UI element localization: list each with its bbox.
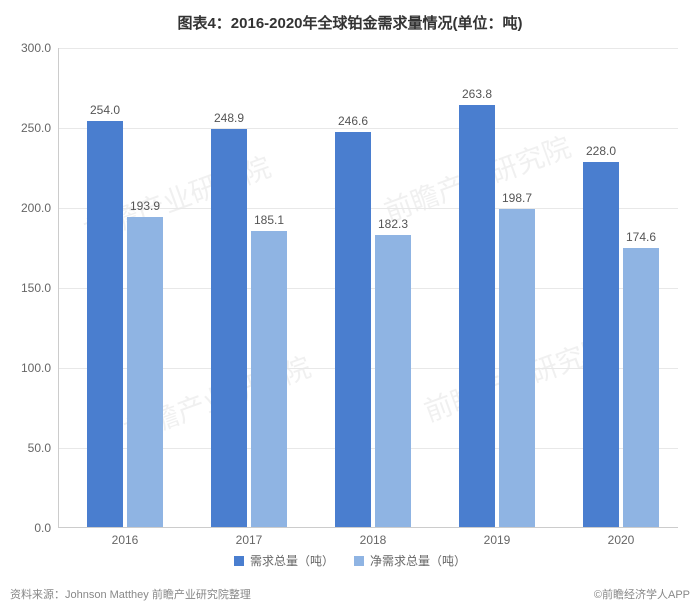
bar-label: 254.0 — [90, 103, 120, 121]
bar: 185.1 — [251, 231, 287, 527]
legend-item: 净需求总量（吨） — [354, 552, 466, 569]
bar-label: 182.3 — [378, 217, 408, 235]
ytick-label: 200.0 — [21, 201, 59, 215]
bar: 193.9 — [127, 217, 163, 527]
bar: 246.6 — [335, 132, 371, 527]
source-text: 资料来源：Johnson Matthey 前瞻产业研究院整理 — [10, 586, 251, 602]
chart-container: 图表4：2016-2020年全球铂金需求量情况(单位：吨) 前瞻产业研究院 前瞻… — [0, 0, 700, 606]
ytick-label: 150.0 — [21, 281, 59, 295]
footer: 资料来源：Johnson Matthey 前瞻产业研究院整理 ©前瞻经济学人AP… — [10, 586, 690, 602]
bar-label: 246.6 — [338, 114, 368, 132]
gridline — [59, 128, 678, 129]
ytick-label: 50.0 — [28, 441, 59, 455]
legend-label: 需求总量（吨） — [250, 552, 334, 569]
bar: 198.7 — [499, 209, 535, 527]
ytick-label: 300.0 — [21, 41, 59, 55]
bar: 228.0 — [583, 162, 619, 527]
credit-text: ©前瞻经济学人APP — [594, 586, 690, 602]
bar-label: 248.9 — [214, 111, 244, 129]
ytick-label: 100.0 — [21, 361, 59, 375]
chart-title: 图表4：2016-2020年全球铂金需求量情况(单位：吨) — [0, 0, 700, 41]
ytick-label: 0.0 — [34, 521, 59, 535]
legend-item: 需求总量（吨） — [234, 552, 334, 569]
xtick-label: 2019 — [484, 527, 511, 547]
legend-swatch — [354, 556, 364, 566]
xtick-label: 2016 — [112, 527, 139, 547]
bar: 174.6 — [623, 248, 659, 527]
bar-label: 174.6 — [626, 230, 656, 248]
legend: 需求总量（吨） 净需求总量（吨） — [0, 552, 700, 571]
plot-area: 前瞻产业研究院 前瞻产业研究院 前瞻产业研究院 前瞻产业研究院 0.050.01… — [58, 48, 678, 528]
xtick-label: 2020 — [608, 527, 635, 547]
bar: 182.3 — [375, 235, 411, 527]
bar-label: 185.1 — [254, 213, 284, 231]
legend-swatch — [234, 556, 244, 566]
xtick-label: 2017 — [236, 527, 263, 547]
ytick-label: 250.0 — [21, 121, 59, 135]
bar-label: 228.0 — [586, 144, 616, 162]
bar: 254.0 — [87, 121, 123, 527]
bar-label: 263.8 — [462, 87, 492, 105]
bar: 248.9 — [211, 129, 247, 527]
legend-label: 净需求总量（吨） — [370, 552, 466, 569]
bar-label: 198.7 — [502, 191, 532, 209]
bar: 263.8 — [459, 105, 495, 527]
gridline — [59, 48, 678, 49]
bar-label: 193.9 — [130, 199, 160, 217]
xtick-label: 2018 — [360, 527, 387, 547]
